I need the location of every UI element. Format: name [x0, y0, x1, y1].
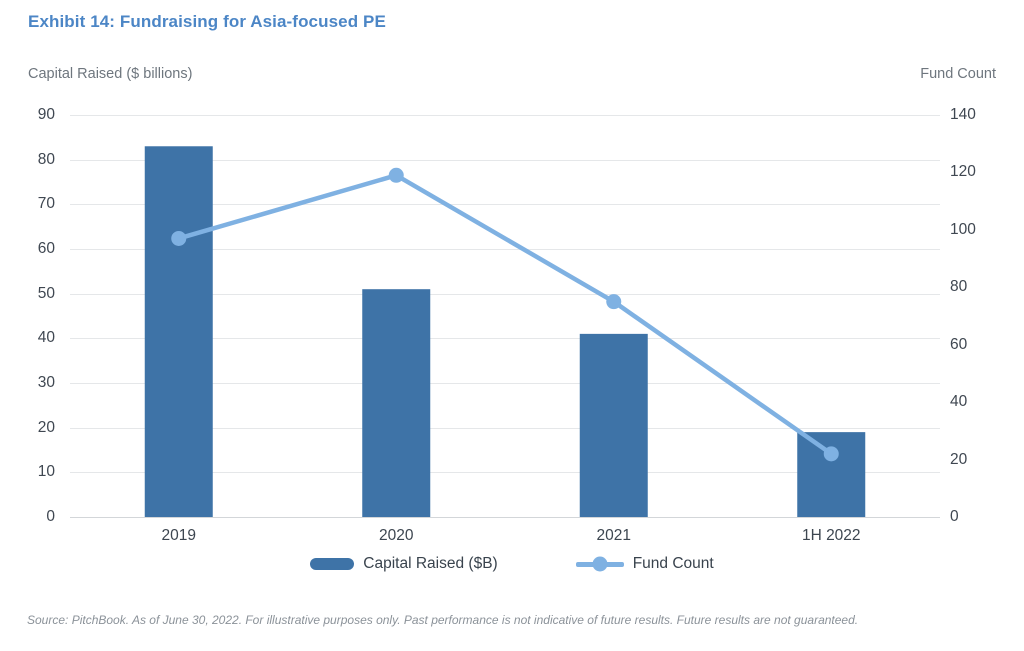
legend-item-capital-raised: Capital Raised ($B) [310, 555, 498, 573]
chart-legend: Capital Raised ($B) Fund Count [0, 555, 1024, 573]
right-axis-title: Fund Count [920, 66, 996, 82]
bar-2020 [362, 289, 431, 517]
right-axis-tick: 40 [950, 393, 968, 411]
bar-2021 [579, 333, 648, 517]
right-axis-tick: 80 [950, 278, 968, 296]
left-axis-tick: 90 [37, 106, 55, 123]
line-marker-2021 [606, 294, 622, 310]
fund-count-line [176, 173, 834, 457]
x-axis-label-2020: 2020 [379, 527, 414, 544]
left-axis-title: Capital Raised ($ billions) [28, 66, 193, 82]
bar-swatch-icon [310, 558, 355, 570]
x-axis-label-2019: 2019 [161, 527, 196, 544]
bar-2019 [144, 146, 213, 517]
left-axis-tick: 30 [37, 374, 55, 391]
left-axis-tick: 40 [37, 329, 55, 347]
x-axis-label-2021: 2021 [596, 527, 631, 544]
left-axis-tick: 60 [37, 240, 55, 257]
chart-plot [70, 115, 940, 518]
legend-label: Capital Raised ($B) [363, 555, 498, 572]
source-note: Source: PitchBook. As of June 30, 2022. … [27, 613, 859, 627]
bar-1H 2022 [797, 432, 866, 517]
right-axis-tick: 120 [950, 163, 976, 181]
left-axis-tick: 20 [37, 418, 55, 436]
legend-label: Fund Count [632, 555, 714, 572]
left-axis-tick: 80 [37, 150, 55, 168]
line-marker-2019 [171, 230, 187, 246]
left-axis-tick: 50 [37, 284, 55, 302]
right-axis-tick: 0 [950, 508, 959, 525]
right-axis-tick: 60 [950, 335, 968, 353]
legend-item-fund-count: Fund Count [575, 555, 714, 573]
right-axis-tick: 100 [950, 220, 976, 238]
left-axis-tick: 70 [37, 195, 55, 213]
line-marker-swatch-icon [575, 556, 624, 572]
left-axis-tick: 0 [46, 508, 55, 525]
x-axis-label-1H 2022: 1H 2022 [801, 527, 861, 544]
line-marker-2020 [388, 167, 404, 183]
right-axis-tick: 140 [950, 106, 976, 123]
line-marker-1H 2022 [823, 446, 839, 462]
right-axis-tick: 20 [950, 450, 968, 468]
left-axis-tick: 10 [37, 463, 55, 481]
exhibit-title: Exhibit 14: Fundraising for Asia-focused… [28, 12, 386, 31]
